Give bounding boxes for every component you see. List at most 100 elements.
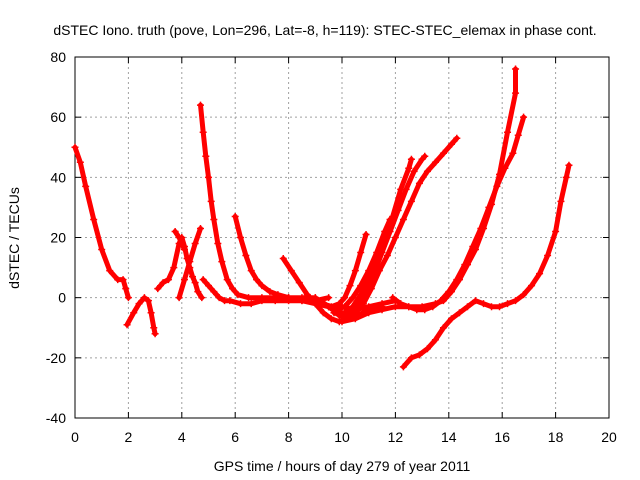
data-point xyxy=(437,297,445,305)
data-point xyxy=(119,276,127,284)
data-point xyxy=(407,197,415,205)
data-point xyxy=(194,288,202,296)
data-point xyxy=(509,149,517,157)
data-point xyxy=(415,179,423,187)
series-14 xyxy=(335,134,461,323)
y-tick-label: 0 xyxy=(58,290,66,306)
data-point xyxy=(298,297,306,305)
data-point xyxy=(504,128,512,136)
series-trace xyxy=(172,229,187,252)
data-point xyxy=(552,227,560,235)
data-point xyxy=(82,182,90,190)
chart-title: dSTEC Iono. truth (pove, Lon=296, Lat=-8… xyxy=(53,22,596,38)
data-point xyxy=(226,297,234,305)
data-point xyxy=(188,273,196,281)
data-point xyxy=(399,215,407,223)
x-tick-label: 14 xyxy=(441,429,457,445)
y-tick-label: 40 xyxy=(50,169,66,185)
data-point xyxy=(335,300,343,308)
data-point xyxy=(423,167,431,175)
data-point xyxy=(405,303,413,311)
series-trace xyxy=(336,135,460,322)
x-tick-label: 16 xyxy=(494,429,510,445)
data-point xyxy=(178,240,186,248)
data-point xyxy=(223,276,231,284)
data-point xyxy=(477,224,485,232)
data-point xyxy=(512,65,520,73)
data-point xyxy=(258,297,266,305)
data-point xyxy=(405,164,413,172)
data-point xyxy=(122,285,130,293)
data-point xyxy=(229,285,237,293)
data-point xyxy=(175,234,183,241)
data-point xyxy=(170,264,178,272)
x-tick-label: 8 xyxy=(285,429,293,445)
data-point xyxy=(415,351,423,359)
data-point xyxy=(402,185,410,193)
data-point xyxy=(311,300,319,308)
x-tick-label: 18 xyxy=(548,429,564,445)
series-16 xyxy=(389,113,528,314)
series-trace xyxy=(400,162,572,370)
data-point xyxy=(421,152,429,160)
data-point xyxy=(135,300,143,308)
data-point xyxy=(461,261,469,269)
data-point xyxy=(536,270,544,278)
data-point xyxy=(407,354,415,362)
data-point xyxy=(237,234,245,241)
data-point xyxy=(325,294,333,302)
data-point xyxy=(520,113,528,121)
y-tick-label: 20 xyxy=(50,230,66,246)
x-axis-label: GPS time / hours of day 279 of year 2011 xyxy=(214,458,471,474)
data-point xyxy=(386,227,394,235)
data-point xyxy=(439,324,447,332)
x-tick-label: 0 xyxy=(71,429,79,445)
data-point xyxy=(130,309,138,317)
data-point xyxy=(501,164,509,172)
data-point xyxy=(98,246,106,254)
data-point xyxy=(271,297,279,305)
data-point xyxy=(423,345,431,353)
data-point xyxy=(205,282,212,290)
data-point xyxy=(514,131,522,139)
data-point xyxy=(274,291,282,299)
data-point xyxy=(447,140,455,148)
data-point xyxy=(383,252,391,260)
data-point xyxy=(399,363,407,371)
data-point xyxy=(154,285,162,293)
data-point xyxy=(557,197,565,205)
series-trace xyxy=(198,102,318,301)
data-point xyxy=(199,128,207,136)
data-point xyxy=(285,294,293,302)
series-1 xyxy=(71,143,132,302)
data-point xyxy=(562,173,570,181)
data-point xyxy=(325,303,333,311)
data-point xyxy=(140,294,148,302)
data-point xyxy=(504,300,512,308)
data-point xyxy=(199,276,207,284)
data-point xyxy=(215,294,223,302)
data-point xyxy=(341,303,349,311)
y-tick-label: -20 xyxy=(46,350,66,366)
data-point xyxy=(242,252,250,260)
data-point xyxy=(335,312,343,320)
data-point xyxy=(431,158,439,166)
data-point xyxy=(198,294,206,302)
data-point xyxy=(159,279,167,287)
data-point xyxy=(319,309,327,317)
data-point xyxy=(485,203,493,211)
series-17 xyxy=(399,161,573,371)
data-point xyxy=(253,276,261,284)
data-point xyxy=(207,197,215,205)
data-point xyxy=(151,330,159,338)
data-point xyxy=(496,303,504,311)
y-axis-label: dSTEC / TECUs xyxy=(6,187,22,289)
x-tick-label: 2 xyxy=(125,429,133,445)
data-point xyxy=(565,161,573,169)
data-point xyxy=(351,309,359,317)
data-point xyxy=(351,315,359,323)
data-point xyxy=(245,294,253,302)
data-point xyxy=(453,276,461,284)
x-tick-label: 10 xyxy=(334,429,350,445)
